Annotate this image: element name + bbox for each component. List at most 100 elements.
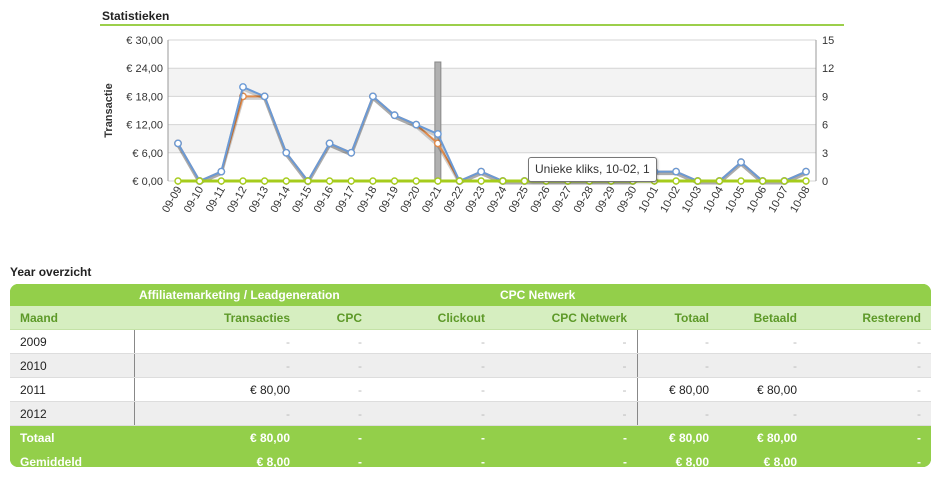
y-right-tick-label: 12	[822, 63, 834, 75]
total-row: Totaal € 80,00- - - € 80,00 € 80,00-	[10, 425, 931, 450]
cell-cpc-netwerk: -	[495, 401, 638, 426]
x-tick-label: 09-16	[312, 185, 336, 215]
cell-cpc: -	[300, 329, 372, 354]
data-point	[282, 148, 291, 157]
cell-maand: 2012	[10, 401, 135, 426]
highlight-column	[434, 61, 442, 182]
statistics-title: Statistieken	[102, 9, 170, 23]
data-point	[672, 177, 680, 185]
cell-totaal: € 80,00	[637, 377, 719, 402]
data-point	[282, 177, 290, 185]
table-group-header-row: Affiliatemarketing / Leadgeneration CPC …	[10, 284, 931, 306]
column-header-betaald: Betaald	[719, 306, 807, 330]
data-point	[412, 177, 420, 185]
data-point	[434, 177, 442, 185]
y-left-tick-label: € 30,00	[126, 35, 163, 47]
cell-transacties: -	[134, 353, 300, 378]
total-cell-cpc-netwerk: -	[495, 450, 637, 467]
cell-betaald: -	[719, 401, 807, 426]
data-point	[325, 139, 334, 148]
year-overview-title: Year overzicht	[10, 265, 92, 279]
total-cell-clickout: -	[372, 425, 495, 450]
data-point	[390, 177, 399, 185]
data-point	[499, 177, 507, 185]
data-point	[347, 148, 356, 157]
total-cell-maand: Gemiddeld	[10, 450, 134, 467]
x-tick-label: 09-18	[355, 185, 379, 215]
x-tick-label: 10-01	[637, 185, 661, 215]
total-cell-resterend: -	[807, 450, 931, 467]
cell-cpc-netwerk: -	[495, 377, 638, 402]
title-divider	[100, 24, 844, 26]
data-point	[715, 177, 724, 185]
statistics-chart: € 0,00 € 6,00 € 12,00 € 18,00 € 24,00 € 30,00…	[103, 35, 834, 215]
x-tick-label: 09-27	[550, 185, 574, 215]
x-tick-label: 09-24	[485, 185, 509, 215]
cell-cpc: -	[300, 353, 372, 378]
data-point	[390, 111, 399, 120]
x-tick-label: 09-12	[225, 185, 249, 215]
x-tick-label: 09-19	[377, 185, 401, 215]
data-point	[477, 167, 486, 176]
data-point	[217, 167, 226, 176]
cell-transacties: € 80,00	[134, 377, 300, 402]
total-cell-betaald: € 8,00	[719, 450, 807, 467]
x-tick-label: 10-04	[702, 185, 726, 215]
data-point	[369, 177, 377, 185]
data-point	[347, 177, 355, 185]
cell-betaald: -	[719, 329, 807, 354]
x-tick-label: 09-09	[160, 185, 184, 215]
data-point	[325, 177, 334, 185]
x-tick-label: 09-11	[204, 185, 228, 215]
total-cell-betaald: € 80,00	[719, 425, 807, 450]
y-right-tick-label: 3	[822, 148, 828, 160]
x-tick-label: 10-03	[680, 185, 704, 215]
data-point	[433, 130, 442, 138]
column-header-totaal: Totaal	[637, 306, 719, 330]
cell-cpc-netwerk: -	[495, 329, 638, 354]
data-point	[260, 92, 269, 101]
data-point	[780, 177, 789, 185]
plot-band	[168, 68, 816, 97]
cell-transacties: -	[134, 329, 300, 354]
x-tick-label: 09-28	[572, 185, 596, 215]
x-tick-label: 10-08	[788, 185, 812, 215]
data-point	[802, 177, 810, 185]
y-left-tick-label: € 18,00	[126, 91, 163, 103]
data-point	[737, 158, 745, 167]
x-tick-label: 09-13	[247, 185, 271, 215]
data-point	[433, 139, 442, 148]
column-header-maand: Maand	[10, 306, 134, 330]
y-right-tick-label: 9	[822, 91, 828, 103]
group-header-spacer	[10, 284, 134, 306]
x-tick-label: 09-21	[420, 185, 444, 215]
total-cell-totaal: € 80,00	[637, 425, 719, 450]
total-cell-transacties: € 8,00	[134, 450, 300, 467]
x-tick-label: 10-06	[745, 185, 769, 215]
cell-clickout: -	[372, 353, 495, 378]
table-row: 2010- - - - - - -	[10, 353, 931, 378]
year-overview-table: Affiliatemarketing / Leadgeneration CPC …	[10, 284, 931, 467]
data-point	[195, 177, 204, 185]
data-point	[260, 177, 269, 185]
cell-betaald: -	[719, 353, 807, 378]
data-point	[304, 177, 312, 185]
data-point	[239, 83, 247, 91]
x-tick-label: 09-29	[593, 185, 617, 215]
y-left-tick-label: € 24,00	[126, 63, 163, 75]
chart-tooltip: Unieke kliks, 10-02, 1	[528, 157, 657, 182]
x-tick-label: 09-14	[268, 185, 292, 215]
x-tick-label: 09-26	[528, 185, 552, 215]
table-row: 2012- - - - - - -	[10, 401, 931, 426]
cell-clickout: -	[372, 401, 495, 426]
table-row: 2011 € 80,00- - - € 80,00 € 80,00-	[10, 377, 931, 402]
y-right-tick-label: 15	[822, 35, 834, 47]
total-cell-maand: Totaal	[10, 425, 134, 450]
column-header-cpc: CPC	[300, 306, 372, 330]
x-tick-label: 09-17	[333, 185, 357, 215]
data-point	[217, 177, 226, 185]
cell-totaal: -	[637, 353, 719, 378]
y-axis-label: Transactie	[103, 83, 115, 137]
group-header-cpc: CPC Netwerk	[495, 284, 719, 306]
y-left-tick-label: € 0,00	[132, 176, 163, 188]
